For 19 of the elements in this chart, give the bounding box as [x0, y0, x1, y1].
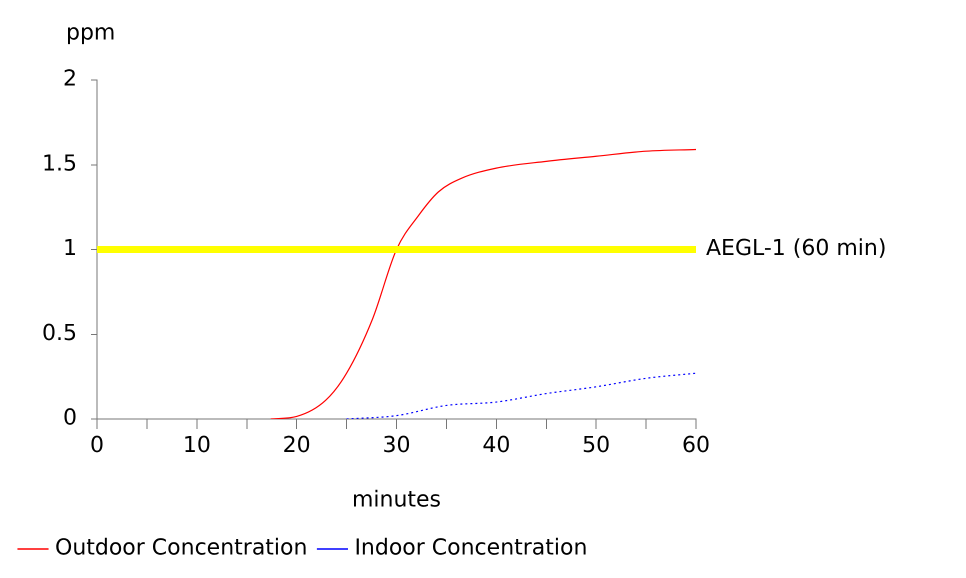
x-tick-label: 30	[382, 432, 410, 458]
legend-label: Indoor Concentration	[354, 536, 588, 561]
y-tick-label: 0.5	[42, 320, 77, 346]
x-tick-label: 20	[282, 432, 311, 458]
x-tick-label: 0	[90, 432, 104, 458]
x-tick-label: 50	[582, 432, 610, 458]
x-tick-label: 10	[182, 432, 211, 458]
x-axis-title: minutes	[352, 488, 442, 513]
line-series	[346, 372, 696, 419]
ref-line-label: AEGL-1 (60 min)	[706, 236, 886, 262]
y-tick-label: 0	[63, 406, 77, 431]
y-tick-label: 2	[63, 66, 77, 92]
x-tick-label: 40	[482, 432, 510, 458]
legend-label: Outdoor Concentration	[55, 536, 308, 561]
line-series	[270, 148, 696, 419]
y-tick-label: 1.5	[42, 151, 77, 176]
y-tick-label: 1	[63, 236, 77, 262]
y-axis-title: ppm	[66, 20, 116, 46]
x-tick-label: 60	[682, 432, 710, 458]
